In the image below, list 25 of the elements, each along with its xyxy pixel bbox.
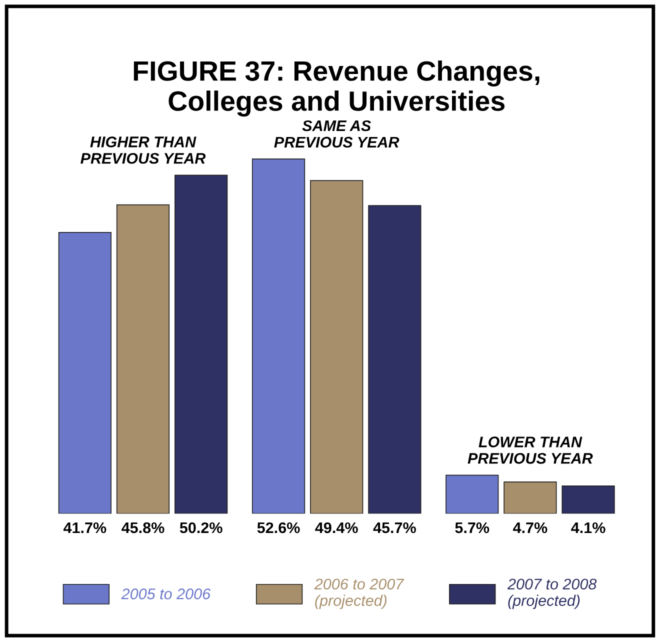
- data-label: 45.7%: [373, 522, 416, 534]
- x-tick-label: SAME AS PREVIOUS YEAR: [274, 120, 400, 148]
- bar: [252, 158, 306, 514]
- bar: [446, 474, 499, 514]
- data-label: 52.6%: [257, 522, 300, 534]
- bar: [562, 486, 615, 514]
- chart-title: FIGURE 37: Revenue Changes, Colleges and Universities: [134, 60, 540, 117]
- x-tick-label: HIGHER THAN PREVIOUS YEAR: [80, 136, 206, 164]
- data-label: 4.7%: [513, 522, 548, 534]
- bar: [174, 174, 228, 514]
- data-label: 45.8%: [122, 522, 164, 534]
- bar: [116, 204, 170, 514]
- data-label: 5.7%: [455, 522, 490, 534]
- data-label: 4.1%: [571, 522, 606, 534]
- x-tick-label: LOWER THAN PREVIOUS YEAR: [468, 436, 593, 464]
- bar: [368, 205, 422, 514]
- data-label: 41.7%: [63, 522, 106, 534]
- bar: [310, 180, 364, 514]
- legend-label: 2006 to 2007 (projected): [314, 578, 404, 609]
- data-label: 49.4%: [315, 522, 358, 534]
- legend-label: 2005 to 2006: [121, 588, 211, 600]
- legend-label: 2007 to 2008 (projected): [507, 578, 597, 609]
- data-label: 50.2%: [180, 522, 222, 534]
- bar: [504, 481, 557, 514]
- bar: [58, 232, 112, 514]
